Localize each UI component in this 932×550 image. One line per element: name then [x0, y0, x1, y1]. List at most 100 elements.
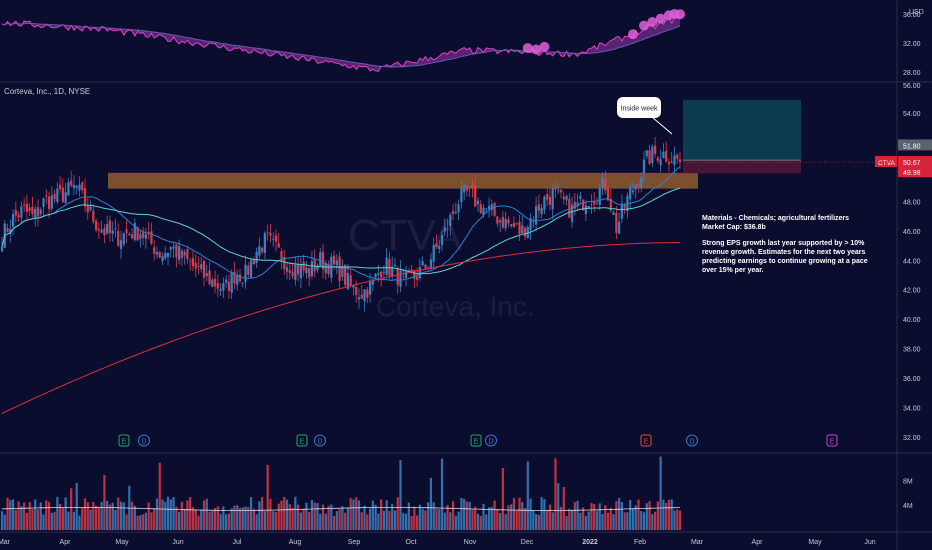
volume-bar[interactable] — [180, 501, 183, 530]
volume-bar[interactable] — [258, 501, 261, 530]
volume-bar[interactable] — [20, 506, 23, 530]
volume-bar[interactable] — [474, 506, 477, 530]
volume-bar[interactable] — [205, 498, 208, 530]
volume-bar[interactable] — [485, 514, 488, 530]
volume-bar[interactable] — [94, 506, 98, 530]
candle-body[interactable] — [543, 196, 546, 210]
candle-body[interactable] — [128, 233, 131, 236]
volume-bar[interactable] — [42, 514, 45, 530]
candle-body[interactable] — [153, 247, 156, 254]
volume-bar[interactable] — [360, 512, 363, 530]
volume-bar[interactable] — [582, 507, 585, 530]
volume-bar[interactable] — [17, 501, 20, 530]
candle-body[interactable] — [518, 221, 521, 235]
volume-bar[interactable] — [324, 513, 327, 530]
volume-bar[interactable] — [673, 510, 676, 530]
candle-body[interactable] — [391, 266, 394, 277]
candle-body[interactable] — [139, 234, 142, 240]
candle-body[interactable] — [368, 280, 372, 295]
volume-bar[interactable] — [665, 502, 668, 530]
dividend-marker[interactable] — [138, 434, 150, 447]
earnings-marker[interactable] — [640, 434, 652, 447]
volume-bar[interactable] — [642, 512, 646, 530]
candle-body[interactable] — [178, 246, 181, 260]
candle-body[interactable] — [294, 264, 297, 281]
earnings-marker[interactable] — [296, 434, 308, 447]
candle-body[interactable] — [263, 233, 266, 253]
candle-body[interactable] — [130, 234, 134, 239]
ma-medium-line[interactable] — [1, 187, 681, 275]
volume-bar[interactable] — [438, 509, 441, 530]
volume-bar[interactable] — [130, 501, 134, 530]
volume-bar[interactable] — [584, 515, 588, 530]
volume-bar[interactable] — [119, 501, 123, 530]
candle-body[interactable] — [349, 275, 352, 286]
symbol-title[interactable]: Corteva, Inc., 1D, NYSE — [4, 87, 90, 96]
candle-body[interactable] — [321, 251, 325, 270]
volume-bar[interactable] — [471, 509, 474, 530]
candle-body[interactable] — [471, 185, 474, 189]
candle-body[interactable] — [9, 228, 12, 235]
volume-bar[interactable] — [609, 507, 612, 530]
volume-bar[interactable] — [634, 505, 637, 530]
volume-bar[interactable] — [620, 502, 623, 530]
candle-body[interactable] — [487, 205, 491, 210]
volume-bar[interactable] — [557, 483, 560, 530]
candle-body[interactable] — [562, 196, 565, 200]
candle-body[interactable] — [208, 270, 211, 285]
candle-body[interactable] — [147, 231, 150, 233]
ma-fast-line[interactable] — [1, 166, 681, 282]
candle-body[interactable] — [164, 252, 167, 259]
candle-body[interactable] — [396, 267, 399, 286]
volume-bar[interactable] — [47, 501, 51, 530]
candle-body[interactable] — [648, 150, 651, 164]
volume-bar[interactable] — [225, 514, 228, 530]
candle-body[interactable] — [175, 244, 178, 258]
volume-bar[interactable] — [496, 509, 499, 530]
ma-slow-line[interactable] — [1, 242, 680, 414]
candle-body[interactable] — [371, 279, 374, 285]
candle-body[interactable] — [302, 261, 305, 271]
candle-body[interactable] — [385, 257, 388, 275]
volume-bar[interactable] — [14, 509, 17, 530]
volume-bar[interactable] — [72, 511, 76, 530]
candle-body[interactable] — [261, 247, 264, 253]
last-price-badge[interactable]: 50.67 — [903, 160, 921, 167]
candle-body[interactable] — [31, 206, 34, 214]
candle-body[interactable] — [653, 145, 657, 155]
candle-body[interactable] — [70, 180, 73, 186]
volume-bar[interactable] — [482, 503, 485, 530]
volume-bar[interactable] — [241, 507, 244, 530]
volume-bar[interactable] — [523, 507, 527, 530]
target-price-badge[interactable]: 51.80 — [903, 143, 921, 150]
candle-body[interactable] — [432, 244, 435, 262]
candle-body[interactable] — [338, 256, 341, 281]
volume-bar[interactable] — [211, 511, 214, 530]
volume-bar[interactable] — [39, 502, 42, 530]
candle-body[interactable] — [78, 184, 81, 191]
candle-body[interactable] — [429, 259, 433, 269]
volume-bar[interactable] — [6, 497, 9, 530]
candle-body[interactable] — [656, 157, 659, 161]
candle-body[interactable] — [344, 264, 347, 285]
target-zone[interactable] — [683, 99, 801, 161]
candle-body[interactable] — [252, 260, 255, 265]
candle-body[interactable] — [194, 262, 197, 269]
candle-body[interactable] — [595, 203, 599, 205]
volume-bar[interactable] — [554, 458, 557, 530]
candle-body[interactable] — [288, 270, 291, 273]
candle-body[interactable] — [490, 204, 493, 210]
candle-body[interactable] — [280, 251, 283, 261]
candle-body[interactable] — [424, 264, 427, 269]
candle-body[interactable] — [61, 187, 64, 202]
candle-body[interactable] — [521, 225, 524, 234]
candle-body[interactable] — [640, 177, 643, 188]
volume-bar[interactable] — [656, 501, 659, 530]
candle-body[interactable] — [227, 281, 231, 291]
candle-body[interactable] — [230, 272, 233, 293]
volume-bar[interactable] — [587, 511, 590, 530]
volume-bar[interactable] — [330, 504, 333, 530]
volume-bar[interactable] — [623, 512, 626, 530]
candle-body[interactable] — [546, 194, 549, 200]
volume-bar[interactable] — [465, 501, 469, 530]
